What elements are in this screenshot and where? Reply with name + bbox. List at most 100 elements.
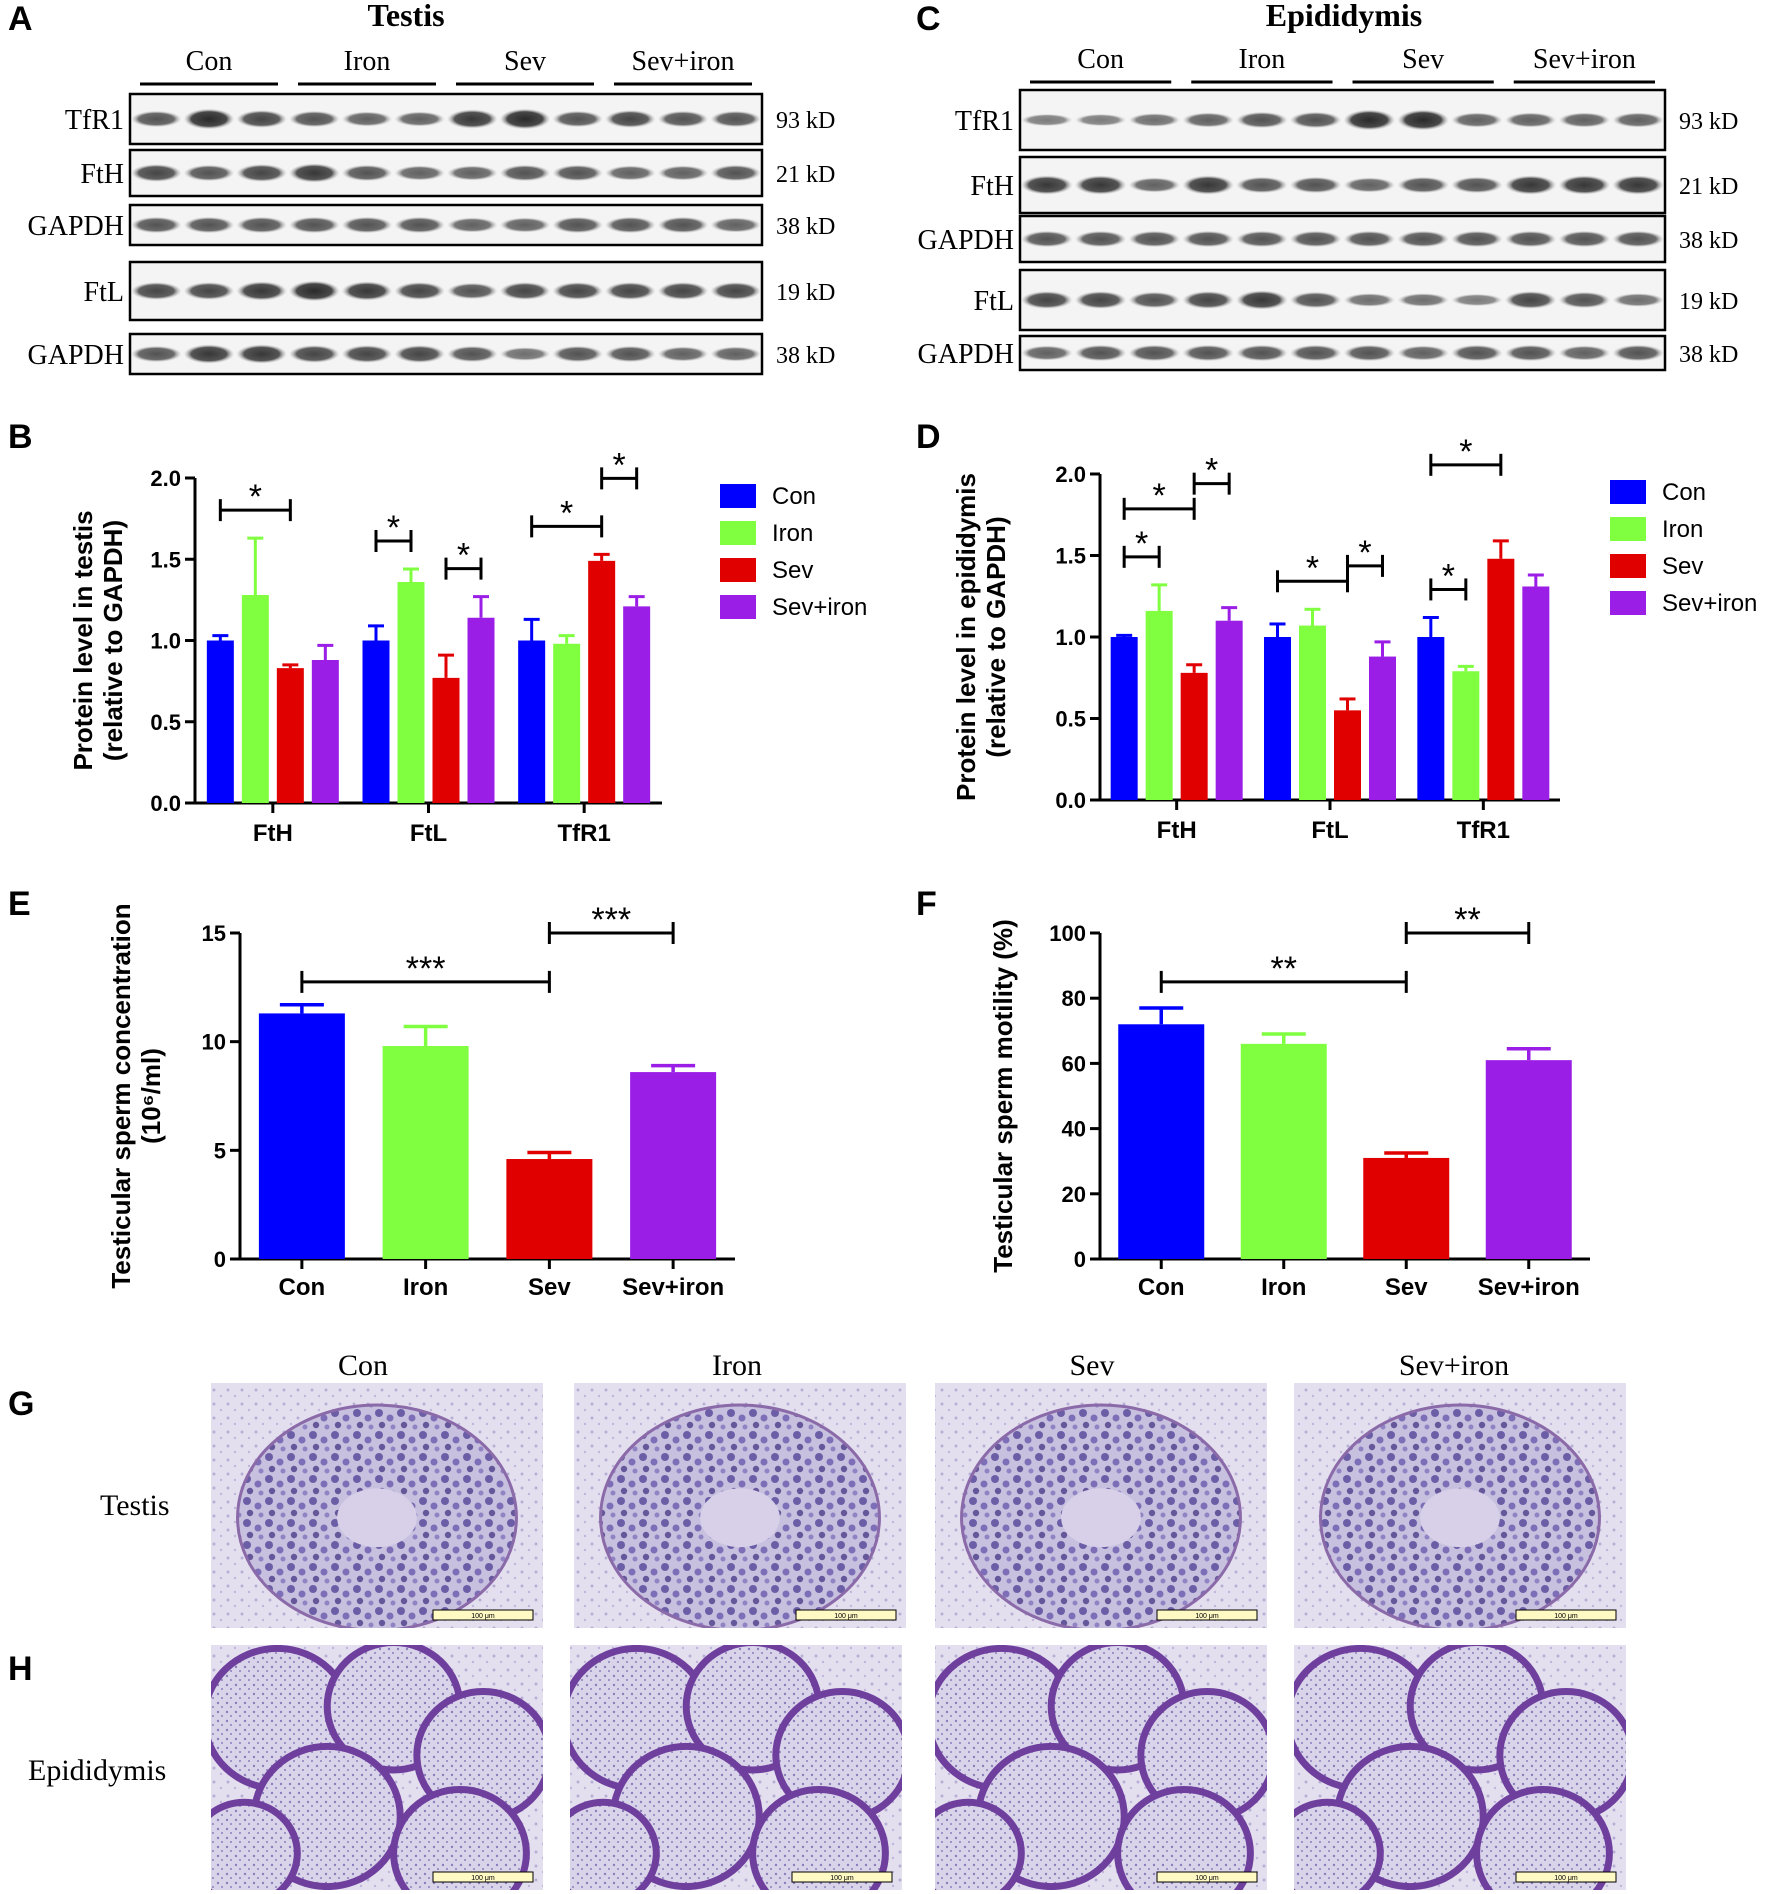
blot-band (1236, 290, 1288, 310)
blot-band (1074, 113, 1127, 127)
tubule-lumen (1061, 1488, 1141, 1548)
bar (206, 640, 234, 803)
blot-strip (1018, 155, 1667, 215)
bar (1240, 1043, 1327, 1259)
y-tick-label: 0.5 (150, 710, 181, 735)
panel-letter-f: F (916, 885, 937, 923)
blot-group-label: Sev (1402, 44, 1444, 75)
bar (1522, 586, 1550, 800)
blot-band (289, 280, 340, 302)
blot-band (1397, 230, 1449, 248)
panel-letter-c: C (916, 0, 941, 38)
blot-band (499, 164, 551, 182)
blot-band (1558, 291, 1611, 309)
blot-band (1074, 344, 1127, 362)
bar (1452, 671, 1480, 800)
band-label: GAPDH (918, 339, 1014, 370)
molecular-weight-label: 93 kD (776, 108, 835, 134)
x-category-label: TfR1 (1457, 817, 1510, 844)
blot-band (1128, 291, 1181, 309)
legend-label: Con (1662, 479, 1706, 506)
band-label: TfR1 (65, 105, 124, 136)
band-label: GAPDH (918, 225, 1014, 256)
band-label: FtL (84, 277, 124, 308)
y-axis-label: Protein level in epididymis (951, 473, 981, 801)
y-tick-label: 1.5 (1055, 544, 1086, 569)
y-axis-label: (10⁶/ml) (136, 1048, 166, 1144)
blot-group-label: Iron (1239, 44, 1286, 75)
blot-band (499, 282, 551, 300)
blot-group-label: Sev+iron (1533, 44, 1636, 75)
blot-band (605, 282, 656, 300)
blot-band (657, 346, 709, 362)
x-category-label: Sev (528, 1274, 571, 1301)
scale-bar (791, 1871, 893, 1883)
blot-band (657, 165, 709, 181)
blot-band (1558, 230, 1611, 248)
blot-band (1451, 230, 1503, 248)
scale-bar-label: 100 μm (1554, 1875, 1578, 1882)
y-tick-label: 1.5 (150, 547, 181, 572)
panel-g-testis-histology: G Testis Con Iron Sev Sev+iron 100 μm 100… (8, 1349, 1626, 1628)
scale-bar-label: 100 μm (1195, 1613, 1219, 1620)
band-label: FtL (974, 286, 1014, 317)
bar (1215, 620, 1243, 800)
blot-band (1343, 109, 1396, 131)
panel-e-sperm-concentration-chart: E 0 5 10 15 Testicular sperm concentration (1… (8, 885, 735, 1301)
legend-label: Iron (772, 520, 813, 547)
blot-strip (128, 260, 764, 322)
blot-band (710, 282, 761, 300)
blot-band (131, 345, 182, 363)
bar (276, 668, 304, 803)
blot-band (236, 164, 287, 182)
molecular-weight-label: 38 kD (776, 214, 835, 240)
blot-strip (128, 92, 764, 146)
significance-label: * (1205, 452, 1218, 490)
legend-swatch (1610, 591, 1646, 615)
significance-label: * (1459, 433, 1472, 471)
blot-group-label: Sev (504, 46, 546, 77)
blot-band (1236, 111, 1288, 129)
bar (1110, 637, 1138, 800)
chart-e: 0 5 10 15 Testicular sperm concentration (10⁶… (106, 901, 735, 1301)
scale-bar (432, 1871, 534, 1883)
blot-band (394, 282, 445, 300)
chart-b: 0.0 0.5 1.0 1.5 2.0 Protein level in testis (r… (68, 446, 867, 847)
x-category-label: Iron (403, 1274, 448, 1301)
column-label-sev-iron: Sev+iron (1399, 1349, 1509, 1382)
blot-band (605, 216, 656, 234)
blot-band (183, 164, 235, 182)
scale-bar-label: 100 μm (834, 1613, 858, 1620)
blot-band (1343, 230, 1396, 248)
x-category-label: TfR1 (557, 820, 610, 847)
chart-d: 0.0 0.5 1.0 1.5 2.0 Protein level in epididym… (951, 433, 1757, 844)
micrograph-content (1294, 1645, 1626, 1890)
bar (1145, 610, 1173, 800)
y-tick-label: 15 (202, 921, 226, 946)
row-label-testis: Testis (100, 1489, 170, 1522)
blot-strip (1018, 214, 1667, 264)
blot-band (1451, 112, 1503, 128)
blot-band (1289, 111, 1342, 129)
y-tick-label: 5 (214, 1138, 226, 1163)
blot-band (1612, 344, 1664, 362)
blot-band (1128, 113, 1181, 127)
molecular-weight-label: 19 kD (1679, 289, 1738, 315)
blot-c: Con Iron Sev Sev+iron TfR1 93 kD FtH 21 kD GAPDH… (918, 44, 1738, 372)
molecular-weight-label: 21 kD (1679, 174, 1738, 200)
molecular-weight-label: 19 kD (776, 280, 835, 306)
epididymal-duct (749, 1786, 889, 1890)
blot-band (1236, 176, 1288, 194)
blot-band (657, 216, 709, 234)
blot-band (1128, 230, 1181, 248)
blot-band (499, 108, 551, 130)
column-label-sev: Sev (1070, 1349, 1115, 1382)
legend-label: Con (772, 483, 816, 510)
blot-group-label: Con (1077, 44, 1124, 75)
blot-band (1504, 175, 1557, 195)
y-tick-label: 0.0 (150, 791, 181, 816)
panel-b-testis-protein-chart: B 0.0 0.5 1.0 1.5 2.0 Protein level in testis… (8, 418, 867, 847)
blot-band (1074, 291, 1127, 309)
